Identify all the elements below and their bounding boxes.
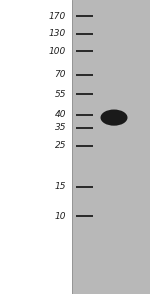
Text: 10: 10	[54, 212, 66, 220]
Ellipse shape	[100, 110, 127, 126]
Text: 70: 70	[54, 71, 66, 79]
FancyBboxPatch shape	[72, 0, 150, 294]
Text: 40: 40	[54, 110, 66, 119]
Text: 100: 100	[49, 47, 66, 56]
Text: 130: 130	[49, 29, 66, 38]
Text: 55: 55	[54, 90, 66, 98]
Ellipse shape	[105, 112, 123, 123]
Ellipse shape	[108, 114, 120, 121]
Text: 35: 35	[54, 123, 66, 132]
Ellipse shape	[103, 111, 126, 124]
Text: 170: 170	[49, 12, 66, 21]
Text: 25: 25	[54, 141, 66, 150]
Text: 15: 15	[54, 182, 66, 191]
